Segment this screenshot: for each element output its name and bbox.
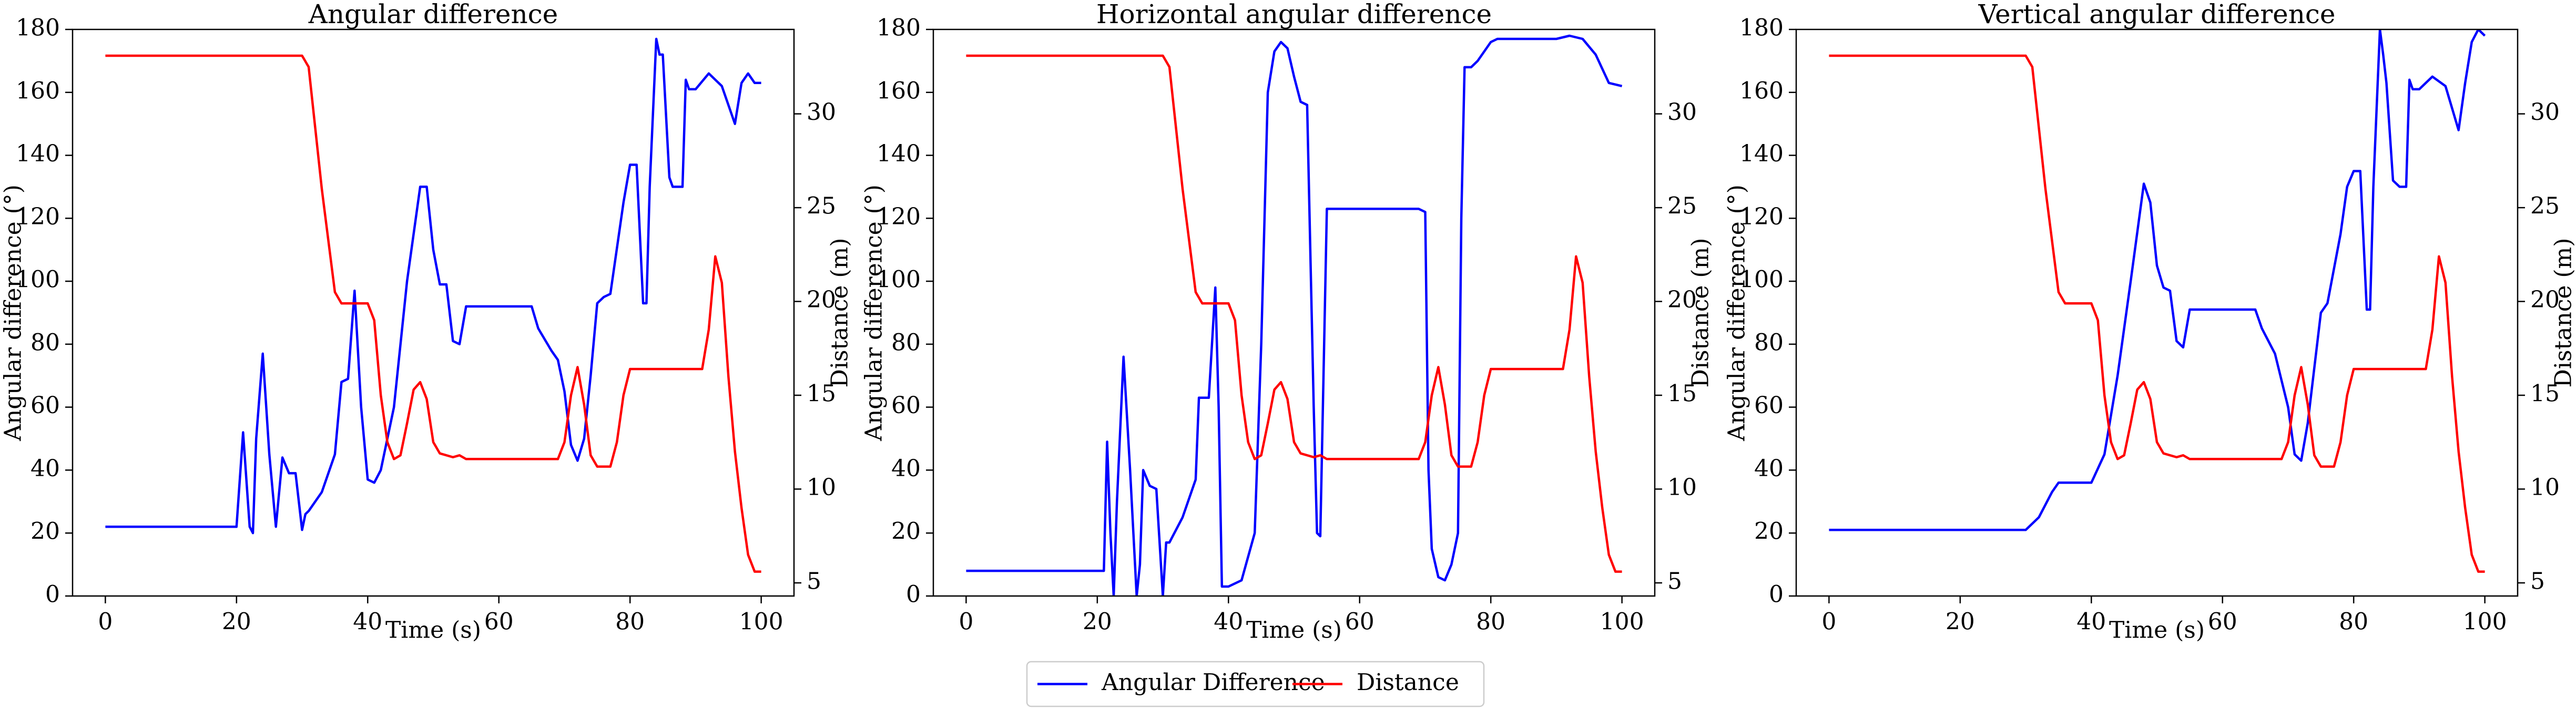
x-axis-label: Time (s) [2109,617,2205,644]
y2-tick-label: 25 [1667,193,1697,220]
y2-tick-label: 30 [807,99,836,126]
x-tick-label: 60 [484,609,514,635]
y2-axis-label: Distance (m) [827,238,853,388]
y2-tick-label: 5 [1667,568,1682,595]
y-tick-label: 60 [30,392,60,419]
y2-tick-label: 25 [807,193,836,220]
y-tick-label: 120 [1739,203,1784,230]
y2-tick-label: 15 [1667,381,1697,407]
y-tick-label: 120 [16,203,60,230]
y-tick-label: 120 [877,203,921,230]
y2-tick-label: 15 [807,381,836,407]
x-tick-label: 60 [2208,609,2237,635]
y-tick-label: 140 [16,140,60,167]
x-tick-label: 0 [959,609,973,635]
y-tick-label: 180 [1739,15,1784,42]
x-tick-label: 80 [1476,609,1505,635]
x-axis-label: Time (s) [385,617,481,644]
y-tick-label: 80 [30,329,60,356]
y-tick-label: 20 [30,518,60,545]
y2-tick-label: 5 [807,568,821,595]
y2-axis-label: Distance (m) [2550,238,2576,388]
y-tick-label: 160 [877,77,921,104]
series-line [1829,54,2485,573]
legend-label: Distance [1357,669,1459,696]
x-tick-label: 80 [2339,609,2368,635]
subplot: Vertical angular difference 0 20 40 60 80 100 0… [1724,0,2576,644]
y2-tick-label: 20 [2530,286,2560,313]
y-tick-label: 160 [1739,77,1784,104]
y-tick-label: 100 [877,266,921,293]
y-tick-label: 40 [1754,455,1784,482]
y-tick-label: 100 [16,266,60,293]
y-axis-label: Angular difference (°) [0,184,27,441]
y-tick-label: 160 [16,77,60,104]
y-axis-label: Angular difference (°) [1724,184,1750,441]
y-tick-label: 20 [891,518,921,545]
y-tick-label: 0 [906,581,921,608]
series-line [966,34,1623,596]
y2-tick-label: 30 [1667,99,1697,126]
y-tick-label: 100 [1739,266,1784,293]
plot-frame [72,28,795,597]
series-line [105,37,761,535]
x-tick-label: 100 [2463,609,2507,635]
y2-tick-label: 10 [2530,474,2560,501]
y2-tick-label: 5 [2530,568,2545,595]
y2-tick-label: 10 [807,474,836,501]
y2-tick-label: 20 [1667,286,1697,313]
legend-label: Angular Difference [1101,669,1325,696]
y2-axis-label: Distance (m) [1687,238,1714,388]
y-tick-label: 40 [30,455,60,482]
legend: Angular Difference Distance [1026,661,1485,707]
subplot: Horizontal angular difference 0 20 40 60 80 10… [861,0,1714,644]
y-tick-label: 60 [1754,392,1784,419]
y-tick-label: 20 [1754,518,1784,545]
y-tick-label: 180 [16,15,60,42]
y-tick-label: 60 [891,392,921,419]
y2-tick-label: 30 [2530,99,2560,126]
y-tick-label: 0 [45,581,60,608]
y2-tick-label: 10 [1667,474,1697,501]
y2-tick-label: 15 [2530,381,2560,407]
x-tick-label: 40 [353,609,382,635]
x-tick-label: 0 [1821,609,1836,635]
y-axis-label: Angular difference (°) [861,184,888,441]
y-tick-label: 80 [891,329,921,356]
subplot: Angular difference 0 20 40 60 80 100 0 20 40 60 80 1… [0,0,853,644]
chart-title: Horizontal angular difference [1096,0,1492,29]
plot-frame [1795,28,2519,597]
x-tick-label: 100 [739,609,783,635]
y-tick-label: 180 [877,15,921,42]
chart-title: Angular difference [308,0,558,29]
y-tick-label: 0 [1769,581,1784,608]
y2-tick-label: 25 [2530,193,2560,220]
x-axis-label: Time (s) [1246,617,1342,644]
y-tick-label: 140 [877,140,921,167]
x-tick-label: 40 [2076,609,2106,635]
series-line [966,54,1622,573]
series-line [105,54,761,573]
series-line [1829,29,2486,531]
plot-frame [932,28,1656,597]
legend-frame [1026,661,1485,707]
y2-tick-label: 20 [807,286,836,313]
x-tick-label: 100 [1600,609,1644,635]
x-tick-label: 40 [1214,609,1243,635]
x-tick-label: 20 [1946,609,1975,635]
x-tick-label: 80 [615,609,645,635]
x-tick-label: 20 [222,609,251,635]
y-tick-label: 140 [1739,140,1784,167]
chart-title: Vertical angular difference [1978,0,2335,29]
y-tick-label: 80 [1754,329,1784,356]
x-tick-label: 0 [98,609,113,635]
x-tick-label: 20 [1083,609,1112,635]
y-tick-label: 40 [891,455,921,482]
x-tick-label: 60 [1345,609,1374,635]
